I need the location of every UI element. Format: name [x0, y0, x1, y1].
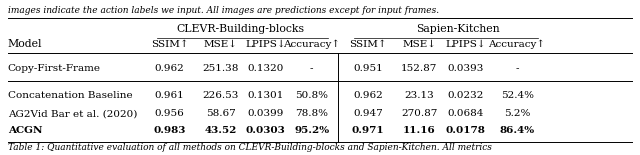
- Text: 0.971: 0.971: [352, 126, 384, 135]
- Text: 0.0178: 0.0178: [446, 126, 486, 135]
- Text: -: -: [310, 64, 314, 73]
- Text: 5.2%: 5.2%: [504, 109, 531, 118]
- Text: Copy-First-Frame: Copy-First-Frame: [8, 64, 100, 73]
- Text: CLEVR-Building-blocks: CLEVR-Building-blocks: [177, 24, 305, 34]
- Text: 0.951: 0.951: [353, 64, 383, 73]
- Text: 0.947: 0.947: [353, 109, 383, 118]
- Text: 0.962: 0.962: [155, 64, 184, 73]
- Text: 152.87: 152.87: [401, 64, 437, 73]
- Text: 43.52: 43.52: [205, 126, 237, 135]
- Text: AG2Vid Bar et al. (2020): AG2Vid Bar et al. (2020): [8, 109, 137, 118]
- Text: 95.2%: 95.2%: [294, 126, 329, 135]
- Text: 0.956: 0.956: [155, 109, 184, 118]
- Text: 0.1320: 0.1320: [248, 64, 284, 73]
- Text: 226.53: 226.53: [203, 91, 239, 100]
- Text: Accuracy↑: Accuracy↑: [283, 40, 340, 49]
- Text: 11.16: 11.16: [403, 126, 436, 135]
- Text: SSIM↑: SSIM↑: [349, 40, 387, 49]
- Text: 0.0399: 0.0399: [248, 109, 284, 118]
- Text: Accuracy↑: Accuracy↑: [488, 40, 546, 49]
- Text: 0.1301: 0.1301: [248, 91, 284, 100]
- Text: 0.962: 0.962: [353, 91, 383, 100]
- Text: 0.961: 0.961: [155, 91, 184, 100]
- Text: SSIM↑: SSIM↑: [151, 40, 188, 49]
- Text: 58.67: 58.67: [206, 109, 236, 118]
- Text: Sapien-Kitchen: Sapien-Kitchen: [416, 24, 499, 34]
- Text: 0.0684: 0.0684: [448, 109, 484, 118]
- Text: 0.0303: 0.0303: [246, 126, 285, 135]
- Text: ACGN: ACGN: [8, 126, 42, 135]
- Text: images indicate the action labels we input. All images are predictions except fo: images indicate the action labels we inp…: [8, 6, 439, 15]
- Text: 50.8%: 50.8%: [295, 91, 328, 100]
- Text: LPIPS↓: LPIPS↓: [245, 40, 286, 49]
- Text: 270.87: 270.87: [401, 109, 437, 118]
- Text: MSE↓: MSE↓: [402, 40, 436, 49]
- Text: 78.8%: 78.8%: [295, 109, 328, 118]
- Text: 0.0232: 0.0232: [448, 91, 484, 100]
- Text: 52.4%: 52.4%: [500, 91, 534, 100]
- Text: Table 1: Quantitative evaluation of all methods on CLEVR-Building-blocks and Sap: Table 1: Quantitative evaluation of all …: [8, 143, 492, 152]
- Text: -: -: [515, 64, 519, 73]
- Text: 251.38: 251.38: [203, 64, 239, 73]
- Text: Model: Model: [8, 39, 42, 49]
- Text: 86.4%: 86.4%: [500, 126, 534, 135]
- Text: LPIPS↓: LPIPS↓: [445, 40, 486, 49]
- Text: 0.983: 0.983: [154, 126, 186, 135]
- Text: 0.0393: 0.0393: [448, 64, 484, 73]
- Text: MSE↓: MSE↓: [204, 40, 238, 49]
- Text: Concatenation Baseline: Concatenation Baseline: [8, 91, 132, 100]
- Text: 23.13: 23.13: [404, 91, 434, 100]
